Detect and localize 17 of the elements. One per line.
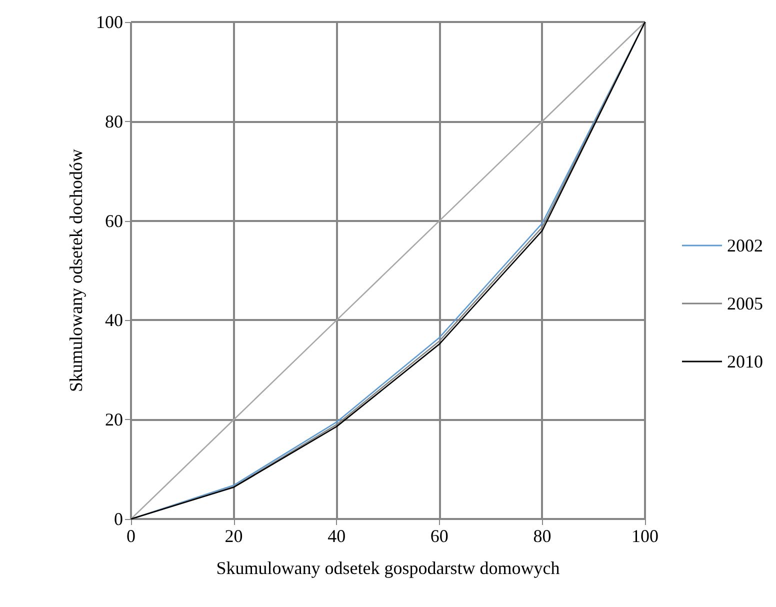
x-tick-label: 40 — [328, 526, 346, 546]
x-tick-label: 0 — [126, 526, 136, 546]
legend-label: 2010 — [727, 352, 763, 372]
y-tick-label: 0 — [114, 509, 123, 529]
x-tick-label: 60 — [430, 526, 448, 546]
y-axis-title: Skumulowany odsetek dochodów — [66, 149, 86, 392]
x-axis-title: Skumulowany odsetek gospodarstw domowych — [216, 558, 560, 578]
legend-label: 2002 — [727, 236, 763, 256]
y-tick-label: 40 — [105, 310, 123, 330]
y-tick-label: 100 — [96, 12, 123, 32]
y-tick-label: 80 — [105, 111, 123, 132]
legend-label: 2005 — [727, 294, 763, 314]
x-tick-label: 80 — [533, 526, 552, 546]
y-tick-label: 20 — [105, 410, 123, 430]
y-tick-label: 60 — [105, 210, 123, 231]
x-tick-label: 100 — [632, 526, 658, 546]
x-tick-label: 20 — [224, 526, 243, 546]
